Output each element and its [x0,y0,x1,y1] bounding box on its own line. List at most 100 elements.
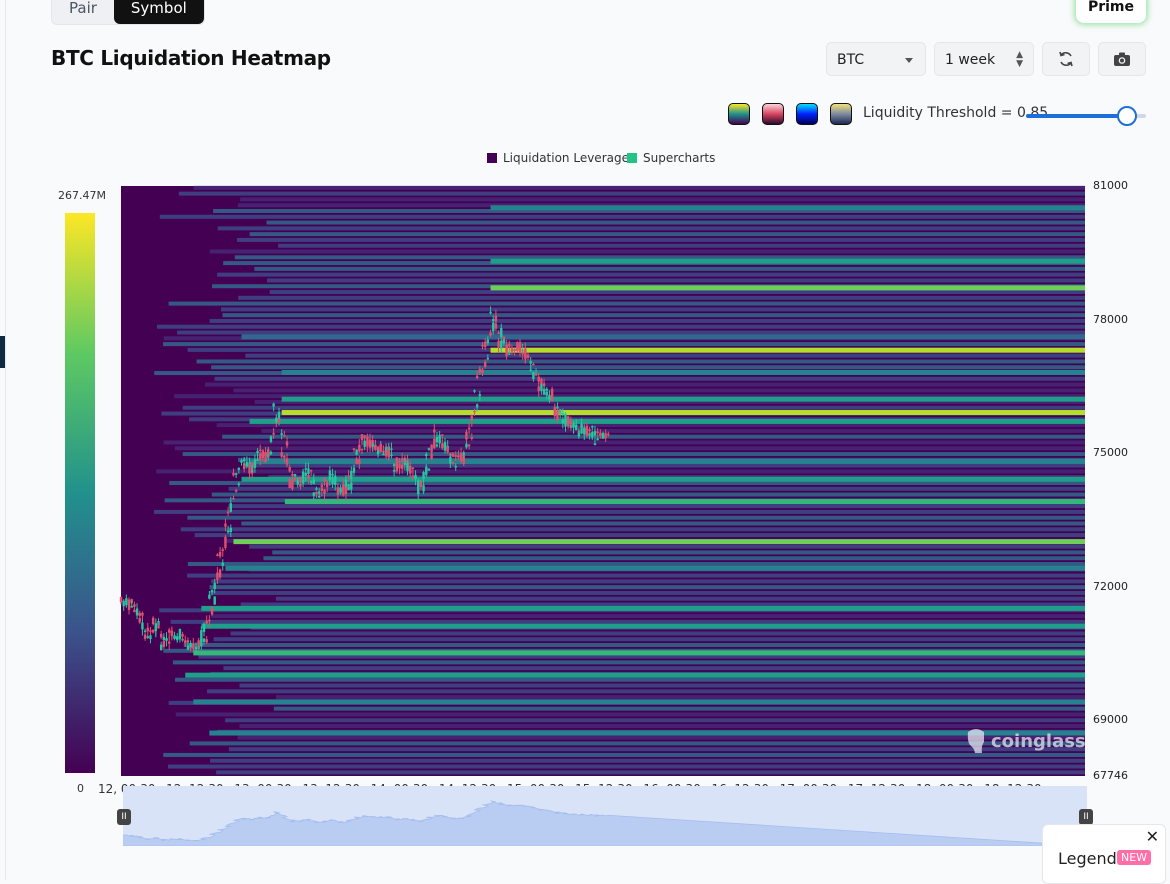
tab-pair[interactable]: Pair [69,0,97,17]
candle-body [548,395,551,400]
heatmap-band [182,405,1085,410]
legend-liquidation-leverage[interactable]: Liquidation Leverage [487,151,629,165]
close-icon[interactable]: ✕ [1145,827,1159,846]
candle-body [427,448,431,450]
candle-body [130,606,133,608]
palette-jet[interactable] [796,103,818,125]
range-navigator[interactable] [123,786,1087,846]
candle-body [234,473,238,475]
candle-body [550,396,554,402]
colorbar [65,213,95,773]
legend-popup[interactable]: ✕ Legend NEW [1042,824,1166,884]
threshold-slider-knob[interactable] [1117,106,1137,126]
candle-body [288,478,291,488]
liquidation-level [241,476,1085,482]
candle-body [596,431,599,434]
candle-body [384,451,388,457]
palette-magma[interactable] [762,103,784,125]
candle-body [184,641,187,643]
candle-body [277,411,281,420]
heatmap-band [217,226,1085,231]
heatmap-band [154,509,1086,514]
candle-body [443,442,447,451]
range-select[interactable]: 1 week ▲ ▼ [934,42,1034,76]
refresh-button[interactable] [1042,42,1090,76]
heatmap-band [238,295,1085,300]
candle-body [478,368,482,373]
candle-body [256,450,259,454]
candle-body [149,635,152,639]
candle-body [540,384,543,391]
candle-body [245,462,249,465]
candle-body [127,599,131,608]
candle-body [441,434,444,436]
heatmap-band [245,353,1085,358]
candle-body [323,489,326,494]
navigator-right-handle[interactable]: II [1079,809,1093,825]
candle-body [566,420,570,427]
heatmap-band [174,446,1085,451]
chevron-down-icon [905,58,913,63]
candle-body [465,431,468,440]
candle-body [376,446,380,453]
heatmap-band [193,185,1086,190]
candle-body [242,459,246,462]
candle-body [446,447,449,453]
candle-body [542,383,546,386]
palette-cividis[interactable] [830,103,852,125]
candle-body [483,341,487,348]
refresh-icon [1059,51,1073,67]
heatmap-band [213,637,1085,642]
candle-body [127,606,131,610]
heatmap-band [163,342,1085,347]
candle-body [366,441,369,444]
heatmap-band [209,318,1086,323]
candle-body [556,410,559,420]
heatmap-band [187,515,1085,520]
candle-body [170,630,174,637]
candle-body [451,462,455,464]
candle-body [296,482,299,485]
candle-body [248,467,251,474]
candle-body [532,363,535,366]
candle-body [489,332,492,336]
palette-viridis[interactable] [728,103,750,125]
candle-body [347,484,350,491]
candle-body [411,467,415,469]
candle-body [205,639,208,643]
candle-body [508,343,511,347]
tab-symbol[interactable]: Symbol [113,0,204,24]
heatmap-band [240,197,1086,202]
prime-button[interactable]: Prime [1076,0,1146,23]
candle-body [411,475,415,478]
navigator-left-handle[interactable]: II [117,809,131,825]
candle-body [441,443,444,449]
candle-body [323,478,326,482]
liquidation-level [490,205,1085,211]
candle-body [291,480,294,490]
legend-supercharts[interactable]: Supercharts [627,151,715,165]
candle-body [293,474,297,477]
liquidation-level [241,334,1085,340]
liquidation-level [490,258,1085,264]
coinglass-logo-icon [967,729,984,753]
candle-body [307,475,310,479]
screenshot-button[interactable] [1098,42,1146,76]
candle-body [532,371,535,379]
coin-select[interactable]: BTC [826,42,926,76]
candle-body [122,600,125,607]
candle-body [221,549,224,551]
heatmap-band [169,480,1085,485]
threshold-slider[interactable] [1026,106,1146,126]
candle-body [224,523,227,527]
heatmap-band [211,614,1085,619]
candle-body [392,464,396,466]
heatmap-band [216,770,1086,775]
new-badge: NEW [1117,850,1152,865]
candle-body [363,435,366,438]
candle-body [467,427,471,430]
heatmap-band [213,208,1085,213]
candle-body [309,481,313,484]
candle-body [232,497,235,500]
